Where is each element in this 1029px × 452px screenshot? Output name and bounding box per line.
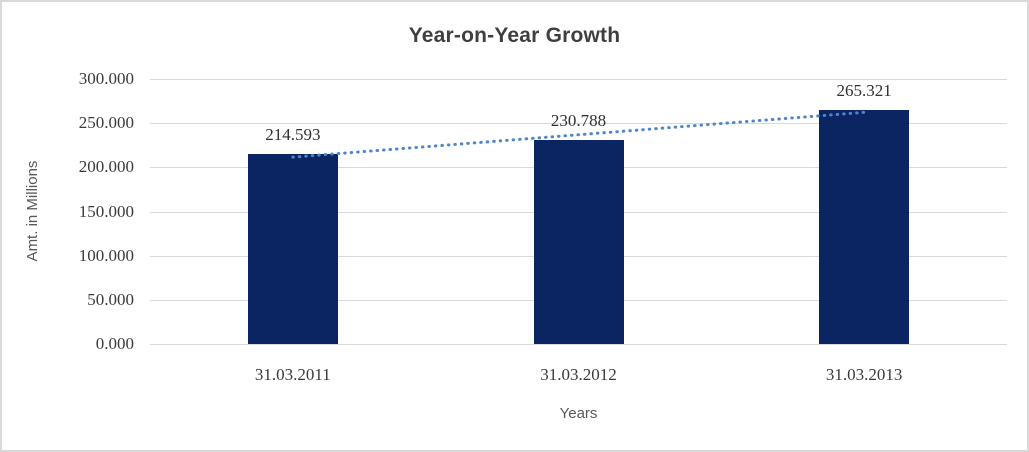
x-category-label: 31.03.2011 bbox=[254, 365, 331, 384]
bar-31.03.2013 bbox=[819, 109, 910, 344]
gridline bbox=[150, 79, 1007, 80]
bar-31.03.2012 bbox=[533, 140, 624, 344]
y-tick-label: 0.000 bbox=[95, 334, 134, 353]
value-label: 230.788 bbox=[550, 111, 607, 131]
chart-title: Year-on-Year Growth bbox=[408, 24, 621, 47]
y-tick-label: 250.000 bbox=[78, 113, 134, 133]
y-tick-label: 300.000 bbox=[78, 69, 134, 88]
trendline bbox=[291, 110, 866, 159]
plot-area bbox=[150, 79, 1007, 345]
y-tick-label: 200.000 bbox=[78, 157, 134, 177]
bar-31.03.2011 bbox=[247, 154, 338, 344]
gridline bbox=[150, 344, 1007, 345]
x-category-label: 31.03.2013 bbox=[825, 365, 903, 384]
value-label: 265.321 bbox=[836, 80, 892, 100]
gridline bbox=[150, 123, 1007, 125]
y-tick-label: 150.000 bbox=[78, 201, 134, 221]
x-category-label: 31.03.2012 bbox=[540, 365, 617, 384]
value-label: 214.593 bbox=[265, 125, 321, 145]
x-axis-title: Years bbox=[559, 405, 598, 422]
y-tick-label: 50.000 bbox=[87, 289, 134, 309]
y-tick-label: 100.000 bbox=[78, 245, 134, 265]
